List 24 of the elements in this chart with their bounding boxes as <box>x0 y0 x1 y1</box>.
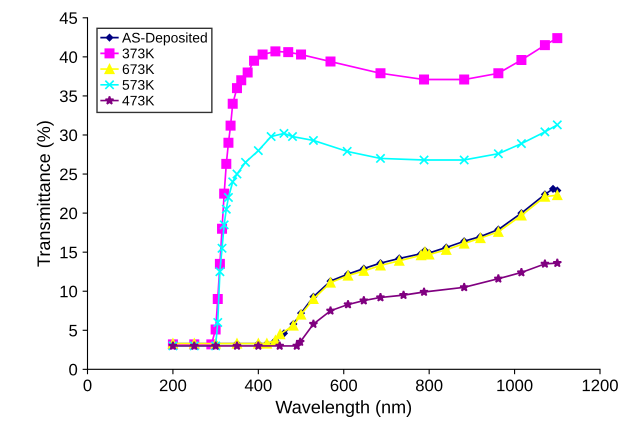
x-axis-title: Wavelength (nm) <box>275 400 412 417</box>
y-tick-label: 20 <box>60 208 78 220</box>
legend-label: AS-Deposited <box>122 32 207 46</box>
x-tick-label: 200 <box>160 380 186 392</box>
y-tick-label: 25 <box>60 168 78 180</box>
y-tick-label: 15 <box>60 246 78 258</box>
legend-label: 573K <box>122 80 154 90</box>
x-tick-label: 0 <box>84 380 92 392</box>
x-tick-label: 1200 <box>582 380 618 392</box>
y-tick-label: 40 <box>60 51 78 64</box>
y-tick-label: 0 <box>69 364 78 376</box>
y-tick-label: 35 <box>60 90 78 102</box>
legend-label: 473K <box>122 96 154 106</box>
x-tick-label: 800 <box>416 380 442 392</box>
x-tick-label: 400 <box>244 380 272 392</box>
y-tick-label: 45 <box>60 12 78 24</box>
x-tick-label: 1000 <box>497 380 532 392</box>
y-tick-label: 10 <box>60 286 78 298</box>
y-tick-label: 5 <box>69 324 78 336</box>
legend-label: 673K <box>122 64 154 74</box>
x-tick-label: 600 <box>330 380 358 392</box>
legend-label: 373K <box>122 48 154 58</box>
y-tick-label: 30 <box>60 129 78 142</box>
y-axis-title: Transmittance (%) <box>36 121 54 267</box>
